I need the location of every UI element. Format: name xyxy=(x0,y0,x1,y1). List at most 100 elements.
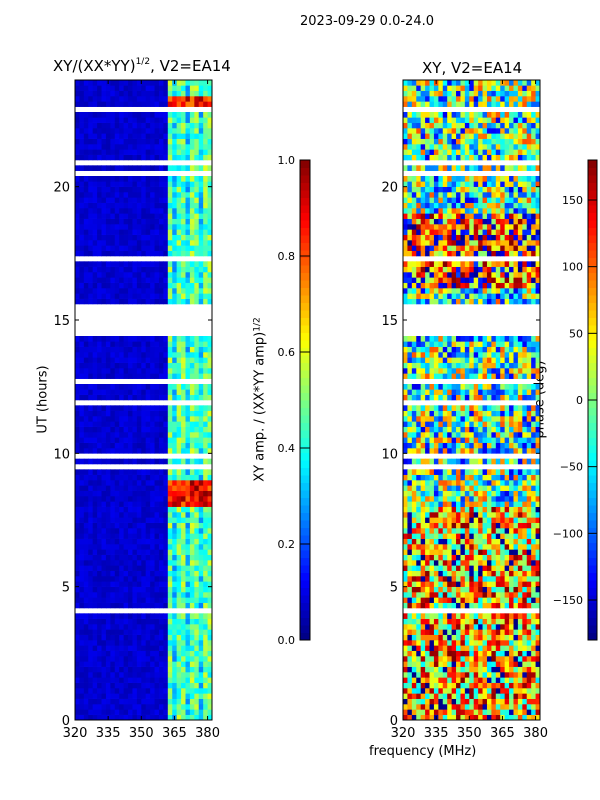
heatmap-cell xyxy=(194,496,200,502)
heatmap-cell xyxy=(163,645,169,651)
heatmap-cell xyxy=(176,368,182,374)
heatmap-cell xyxy=(97,112,103,118)
heatmap-cell xyxy=(517,613,523,619)
heatmap-cell xyxy=(123,469,129,475)
heatmap-cell xyxy=(119,501,125,507)
heatmap-cell xyxy=(451,496,457,502)
heatmap-cell xyxy=(145,293,151,299)
heatmap-cell xyxy=(167,112,173,118)
heatmap-cell xyxy=(495,528,501,534)
heatmap-cell xyxy=(75,122,80,129)
heatmap-cell xyxy=(150,149,156,155)
heatmap-cell xyxy=(189,368,195,374)
heatmap-cell xyxy=(145,432,151,438)
heatmap-cell xyxy=(123,528,129,534)
heatmap-cell xyxy=(145,405,151,411)
heatmap-cell xyxy=(194,362,200,369)
heatmap-cell xyxy=(163,80,169,86)
heatmap-cell xyxy=(194,592,200,598)
heatmap-cell xyxy=(154,437,160,443)
heatmap-cell xyxy=(513,629,519,635)
heatmap-cell xyxy=(194,485,200,491)
heatmap-cell xyxy=(75,421,80,427)
heatmap-cell xyxy=(128,693,133,699)
heatmap-cell xyxy=(163,229,169,235)
heatmap-cell xyxy=(442,426,448,433)
heatmap-cell xyxy=(447,538,453,545)
heatmap-cell xyxy=(88,181,94,187)
heatmap-cell xyxy=(75,384,80,390)
heatmap-cell xyxy=(101,426,107,433)
heatmap-cell xyxy=(473,496,479,502)
heatmap-cell xyxy=(438,469,444,475)
heatmap-cell xyxy=(154,112,160,118)
heatmap-cell xyxy=(163,512,169,518)
heatmap-cell xyxy=(150,640,156,646)
heatmap-cell xyxy=(181,570,186,577)
heatmap-cell xyxy=(114,176,120,182)
heatmap-cell xyxy=(464,693,470,699)
heatmap-cell xyxy=(83,272,89,278)
heatmap-cell xyxy=(526,629,532,635)
heatmap-cell xyxy=(433,581,439,587)
heatmap-cell xyxy=(420,501,426,507)
heatmap-cell xyxy=(110,458,116,465)
heatmap-cell xyxy=(189,165,195,171)
heatmap-cell xyxy=(207,96,213,102)
heatmap-cell xyxy=(101,208,107,214)
heatmap-cell xyxy=(101,298,107,305)
heatmap-cell xyxy=(114,405,120,411)
heatmap-cell xyxy=(141,656,147,662)
heatmap-cell xyxy=(136,592,142,598)
heatmap-cell xyxy=(198,213,204,219)
heatmap-cell xyxy=(132,592,138,598)
heatmap-cell xyxy=(425,688,431,694)
heatmap-cell xyxy=(203,224,209,230)
heatmap-cell xyxy=(203,346,209,353)
heatmap-cell xyxy=(526,714,532,721)
heatmap-cell xyxy=(429,672,435,678)
heatmap-cell xyxy=(83,346,89,353)
heatmap-cell xyxy=(522,496,528,502)
heatmap-cell xyxy=(416,458,422,465)
heatmap-cell xyxy=(79,490,85,497)
heatmap-cell xyxy=(517,496,523,502)
heatmap-cell xyxy=(425,570,431,577)
heatmap-cell xyxy=(88,602,94,609)
heatmap-cell xyxy=(136,154,142,161)
heatmap-cell xyxy=(128,224,133,230)
heatmap-cell xyxy=(181,698,186,705)
heatmap-cell xyxy=(75,90,80,97)
heatmap-cell xyxy=(114,586,120,593)
heatmap-cell xyxy=(416,554,422,561)
heatmap-cell xyxy=(194,437,200,443)
heatmap-cell xyxy=(416,565,422,571)
heatmap-cell xyxy=(207,469,213,475)
heatmap-cell xyxy=(416,560,422,566)
heatmap-cell xyxy=(495,533,501,539)
heatmap-cell xyxy=(88,117,94,123)
heatmap-cell xyxy=(132,405,138,411)
heatmap-cell xyxy=(92,122,98,129)
heatmap-cell xyxy=(469,501,475,507)
heatmap-cell xyxy=(167,629,173,635)
heatmap-cell xyxy=(176,197,182,203)
heatmap-cell xyxy=(207,709,213,715)
heatmap-cell xyxy=(150,544,156,550)
heatmap-cell xyxy=(158,154,164,161)
heatmap-cell xyxy=(176,282,182,289)
heatmap-cell xyxy=(110,421,116,427)
heatmap-cell xyxy=(500,581,506,587)
heatmap-cell xyxy=(128,336,133,342)
heatmap-cell xyxy=(420,458,426,465)
heatmap-cell xyxy=(531,576,537,582)
heatmap-cell xyxy=(123,261,129,267)
heatmap-cell xyxy=(75,538,80,545)
heatmap-cell xyxy=(92,506,98,513)
heatmap-cell xyxy=(451,501,457,507)
heatmap-cell xyxy=(198,96,204,102)
heatmap-cell xyxy=(172,138,178,145)
heatmap-cell xyxy=(141,213,147,219)
heatmap-cell xyxy=(158,634,164,641)
heatmap-cell xyxy=(469,661,475,667)
